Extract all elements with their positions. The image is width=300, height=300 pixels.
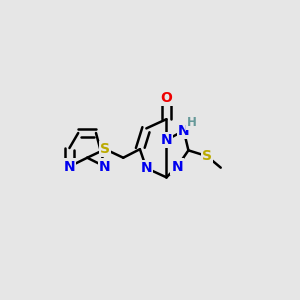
Text: N: N	[178, 124, 190, 138]
Text: O: O	[160, 92, 172, 105]
Text: N: N	[160, 133, 172, 147]
Text: S: S	[202, 149, 212, 163]
Text: N: N	[140, 161, 152, 175]
Text: N: N	[99, 160, 111, 173]
Text: H: H	[187, 116, 197, 129]
Text: S: S	[100, 142, 110, 156]
Text: N: N	[64, 160, 75, 173]
Text: N: N	[172, 160, 183, 173]
